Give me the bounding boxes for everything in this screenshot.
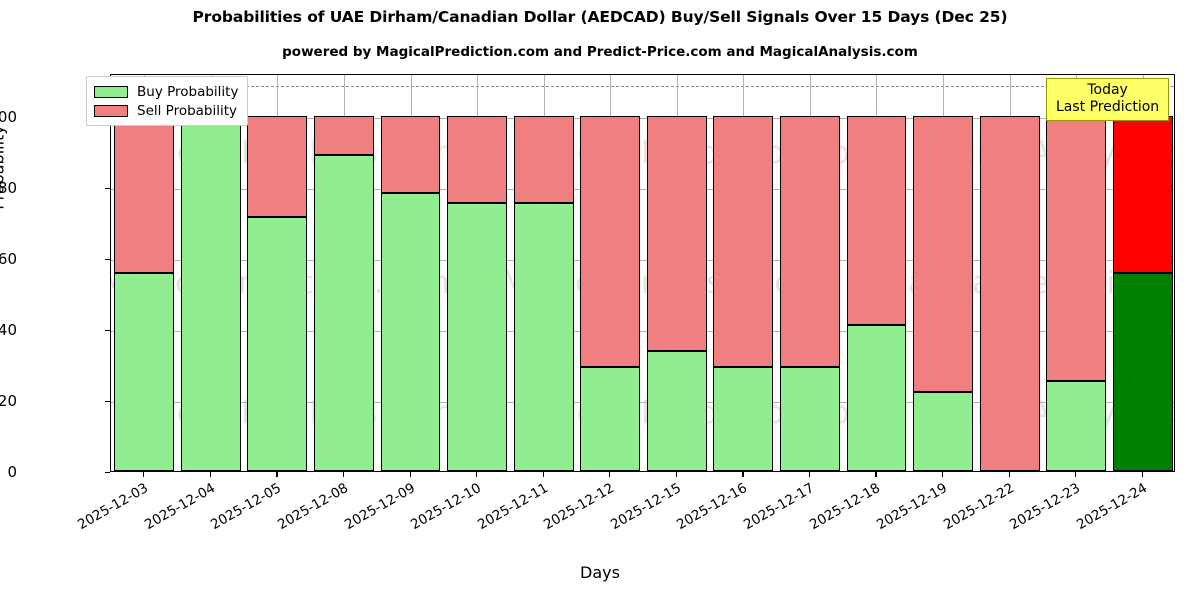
bar-group[interactable] <box>846 75 907 471</box>
bar-segment-buy[interactable] <box>513 203 574 471</box>
x-tick-mark <box>143 472 145 477</box>
x-tick-mark <box>1008 472 1010 477</box>
bar-group[interactable] <box>779 75 840 471</box>
x-tick-mark <box>1075 472 1077 477</box>
y-tick-mark <box>105 329 110 332</box>
chart-legend: Buy Probability Sell Probability <box>86 76 249 126</box>
y-tick-mark <box>105 400 110 403</box>
bar-segment-buy[interactable] <box>380 192 441 471</box>
bar-segment-sell[interactable] <box>779 115 840 368</box>
plot-frame: MagicalAnalysis.comMagicalPrediction.com… <box>110 74 1175 472</box>
bar-segment-buy[interactable] <box>646 351 707 471</box>
bar-segment-sell[interactable] <box>247 115 308 218</box>
bar-group[interactable] <box>447 75 508 471</box>
y-tick-label: 0 <box>7 463 17 481</box>
y-tick-label: 40 <box>0 320 17 339</box>
x-tick-mark <box>209 472 212 477</box>
legend-label-buy: Buy Probability <box>137 83 239 100</box>
bar-segment-buy[interactable] <box>913 392 973 471</box>
bar-group[interactable] <box>646 75 707 471</box>
bar-group[interactable] <box>979 75 1040 471</box>
y-tick-mark <box>105 472 110 474</box>
chart-subtitle: powered by MagicalPrediction.com and Pre… <box>282 44 918 60</box>
bar-segment-buy[interactable] <box>247 217 308 471</box>
x-tick-mark <box>609 472 611 477</box>
bar-segment-buy[interactable] <box>846 325 907 471</box>
today-annotation: Today Last Prediction <box>1046 78 1170 122</box>
legend-swatch-buy-icon <box>94 85 128 98</box>
bar-segment-buy[interactable] <box>447 203 508 471</box>
bar-segment-sell[interactable] <box>979 115 1040 471</box>
bar-group[interactable] <box>114 75 175 471</box>
gridline-horizontal <box>111 401 1174 403</box>
legend-item-buy: Buy Probability <box>94 82 238 101</box>
x-axis-label: Days <box>580 563 620 582</box>
legend-label-sell: Sell Probability <box>137 102 238 119</box>
bar-group[interactable] <box>314 75 374 471</box>
bar-segment-sell[interactable] <box>447 115 508 204</box>
bar-group[interactable] <box>380 75 441 471</box>
bar-segment-buy[interactable] <box>1046 380 1107 471</box>
bar-group[interactable] <box>713 75 774 471</box>
x-tick-mark <box>342 472 345 477</box>
bar-segment-sell[interactable] <box>513 115 574 204</box>
today-annotation-line1: Today <box>1087 82 1128 98</box>
x-tick-mark <box>742 472 744 477</box>
bar-group[interactable] <box>1046 75 1107 471</box>
reference-line <box>111 85 1174 87</box>
y-tick-label: 100 <box>0 107 17 126</box>
bar-segment-buy[interactable] <box>180 115 241 471</box>
x-tick-mark <box>942 472 944 477</box>
bar-segment-buy[interactable] <box>713 367 774 471</box>
today-annotation-line2: Last Prediction <box>1056 98 1160 115</box>
x-tick-mark <box>409 472 411 477</box>
bar-segment-sell[interactable] <box>646 115 707 352</box>
bar-group[interactable] <box>913 75 973 471</box>
gridline-horizontal <box>111 117 1174 119</box>
bar-segment-buy[interactable] <box>1112 273 1173 471</box>
bar-segment-sell[interactable] <box>1046 115 1107 381</box>
bar-group[interactable] <box>513 75 574 471</box>
x-tick-mark <box>875 472 877 477</box>
bar-segment-sell[interactable] <box>846 115 907 326</box>
bar-segment-buy[interactable] <box>114 273 175 471</box>
bar-segment-sell[interactable] <box>1112 115 1173 274</box>
x-tick-mark <box>675 472 677 477</box>
legend-swatch-sell-icon <box>94 104 128 117</box>
legend-item-sell: Sell Probability <box>94 101 238 120</box>
y-tick-label: 60 <box>0 249 17 268</box>
bar-segment-sell[interactable] <box>913 115 973 393</box>
x-tick-mark <box>476 472 478 477</box>
bar-segment-sell[interactable] <box>580 115 641 368</box>
bar-segment-buy[interactable] <box>580 367 641 471</box>
bar-segment-sell[interactable] <box>380 115 441 193</box>
gridline-horizontal <box>111 188 1174 190</box>
y-tick-label: 20 <box>0 391 17 410</box>
bar-segment-sell[interactable] <box>713 115 774 368</box>
y-tick-mark <box>105 187 110 189</box>
bar-group[interactable] <box>247 75 308 471</box>
gridline-horizontal <box>111 330 1174 332</box>
bar-segment-buy[interactable] <box>314 155 374 471</box>
chart-title: Probabilities of UAE Dirham/Canadian Dol… <box>192 8 1008 26</box>
y-axis-label: Probability <box>0 125 8 210</box>
x-tick-mark <box>276 472 278 477</box>
x-tick-mark <box>1141 472 1143 477</box>
gridline-horizontal <box>111 259 1174 261</box>
bar-segment-buy[interactable] <box>779 367 840 471</box>
bar-group[interactable] <box>580 75 641 471</box>
plot-area: MagicalAnalysis.comMagicalPrediction.com… <box>111 75 1174 471</box>
bar-segment-sell[interactable] <box>114 115 175 274</box>
x-tick-mark <box>542 472 544 477</box>
bar-segment-sell[interactable] <box>314 115 374 156</box>
y-tick-label: 80 <box>0 178 17 197</box>
bar-group-today[interactable] <box>1112 75 1173 471</box>
bar-group[interactable] <box>180 75 241 471</box>
y-tick-mark <box>105 258 110 260</box>
x-tick-mark <box>808 472 811 477</box>
